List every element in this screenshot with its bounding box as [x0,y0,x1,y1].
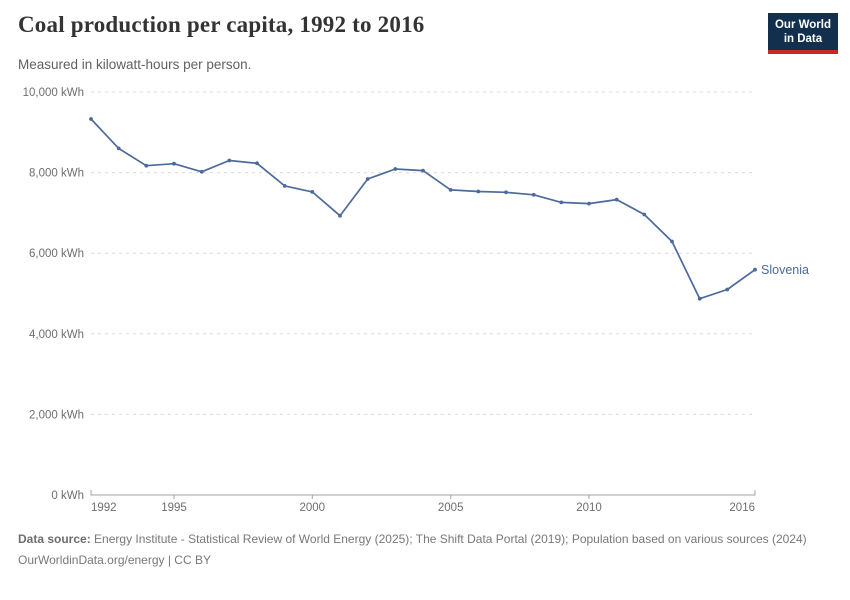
chart-title: Coal production per capita, 1992 to 2016 [18,12,425,37]
chart-footer: Data source: Energy Institute - Statisti… [18,531,832,568]
data-point-marker[interactable] [172,161,176,166]
chart-subtitle: Measured in kilowatt-hours per person. [18,57,252,72]
data-point-marker[interactable] [753,267,757,272]
y-tick-label: 2,000 kWh [29,409,84,421]
footer-link-line: OurWorldinData.org/energy | CC BY [18,552,832,568]
x-tick-label: 1995 [161,502,187,514]
data-point-marker[interactable] [199,169,204,174]
data-point-marker[interactable] [227,158,232,163]
x-tick-label: 2016 [729,502,755,514]
data-point-marker[interactable] [531,192,536,197]
x-tick-label: 2000 [300,502,326,514]
data-source-label: Data source: [18,532,91,546]
x-tick-label: 2010 [576,502,602,514]
x-tick-label: 1992 [91,502,117,514]
data-point-marker[interactable] [670,239,674,244]
data-point-marker[interactable] [116,146,121,151]
x-tick-label: 2005 [438,502,464,514]
series-line-slovenia[interactable] [90,118,756,300]
data-point-marker[interactable] [448,188,453,192]
data-point-marker[interactable] [393,167,398,171]
owid-logo-line2: in Data [783,33,823,45]
y-tick-label: 8,000 kWh [29,168,84,180]
owid-logo: Our World in Data [767,13,838,54]
data-point-marker[interactable] [587,201,591,206]
y-tick-label: 6,000 kWh [29,248,84,260]
data-point-marker[interactable] [559,200,564,205]
y-tick-label: 0 kWh [51,490,84,502]
data-point-marker[interactable] [504,190,508,195]
data-point-marker[interactable] [144,163,149,168]
chart-canvas[interactable]: 0 kWh 2,000 kWh 4,000 kWh 6,000 kWh 8,000 kW… [0,80,850,525]
data-point-marker[interactable] [338,213,342,218]
data-point-marker[interactable] [642,212,647,217]
data-point-marker[interactable] [476,189,481,194]
owid-logo-line1: Our World [774,19,831,31]
data-point-marker[interactable] [310,190,315,194]
entity-label[interactable]: Slovenia [761,263,809,277]
data-point-marker[interactable] [89,117,93,121]
data-source-line: Data source: Energy Institute - Statisti… [18,531,832,547]
footer-link-text[interactable]: OurWorldinData.org/energy | CC BY [18,553,211,567]
data-source-text: Energy Institute - Statistical Review of… [94,532,807,546]
data-point-marker[interactable] [697,296,702,301]
data-point-marker[interactable] [255,161,259,166]
data-point-marker[interactable] [282,184,287,188]
y-tick-label: 4,000 kWh [29,329,84,341]
data-point-marker[interactable] [421,168,425,173]
x-axis-line [90,490,756,496]
data-point-marker[interactable] [365,177,370,181]
data-point-marker[interactable] [614,197,619,202]
y-tick-label: 10,000 kWh [23,87,84,99]
data-point-marker[interactable] [725,287,730,292]
